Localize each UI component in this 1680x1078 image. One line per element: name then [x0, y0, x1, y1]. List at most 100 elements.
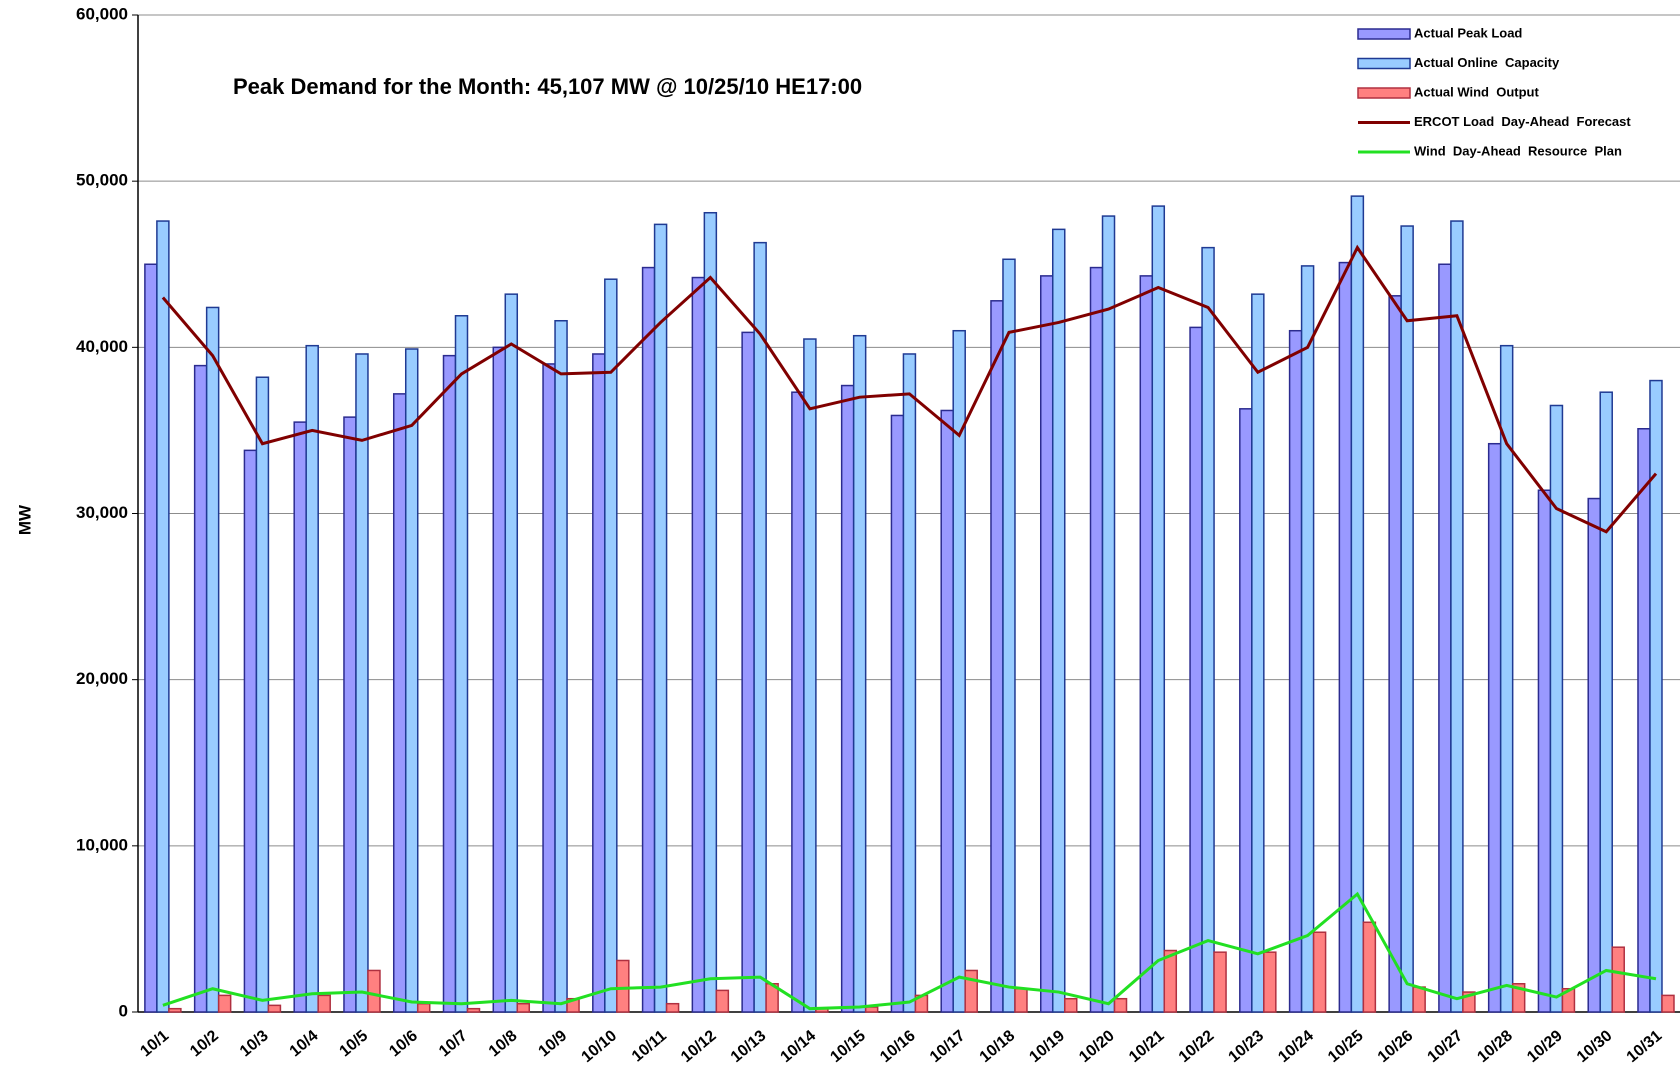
- x-tick-label: 10/30: [1574, 1027, 1616, 1066]
- bar: [1239, 408, 1253, 1013]
- bar: [1587, 497, 1601, 1013]
- bar: [1213, 951, 1227, 1013]
- bar: [542, 363, 556, 1013]
- x-tick-label: 10/25: [1325, 1027, 1367, 1066]
- bar: [665, 1002, 680, 1013]
- bar: [416, 1002, 431, 1013]
- bar: [293, 421, 307, 1013]
- bar: [753, 241, 767, 1013]
- x-tick-label: 10/18: [977, 1027, 1019, 1066]
- bar: [1113, 997, 1128, 1013]
- bar: [1611, 946, 1625, 1013]
- x-tick-label: 10/5: [336, 1027, 371, 1060]
- bar: [1189, 326, 1203, 1013]
- bar: [840, 384, 855, 1013]
- bar: [317, 994, 331, 1013]
- bar: [1288, 329, 1303, 1013]
- bar: [516, 1002, 531, 1013]
- y-axis-label: MW: [15, 504, 34, 535]
- bar: [1089, 266, 1104, 1013]
- line-series: [161, 244, 1658, 534]
- bar: [1251, 293, 1265, 1013]
- x-tick-label: 10/15: [827, 1027, 869, 1066]
- y-tick-label: 20,000: [76, 669, 128, 688]
- x-tick-label: 10/23: [1226, 1027, 1268, 1066]
- y-tick-label: 50,000: [76, 171, 128, 190]
- bar: [890, 414, 905, 1013]
- legend-label: ERCOT Load Day-Ahead Forecast: [1414, 114, 1631, 129]
- x-tick-label: 10/4: [287, 1027, 322, 1060]
- bar: [864, 1006, 879, 1013]
- annotation: Peak Demand for the Month: 45,107 MW @ 1…: [233, 74, 862, 99]
- bar: [902, 353, 917, 1013]
- bar: [715, 989, 730, 1013]
- y-tick-label: 30,000: [76, 503, 128, 522]
- bar: [1362, 921, 1377, 1013]
- x-tick-label: 10/21: [1126, 1027, 1168, 1066]
- bar: [267, 1004, 282, 1013]
- legend-label: Wind Day-Ahead Resource Plan: [1414, 143, 1622, 158]
- bar: [554, 319, 568, 1013]
- y-tick-label: 0: [119, 1001, 128, 1020]
- bar: [1139, 275, 1154, 1013]
- bar: [1637, 428, 1651, 1013]
- bar: [1412, 986, 1426, 1013]
- bar: [852, 334, 867, 1013]
- x-tick-label: 10/8: [486, 1027, 521, 1060]
- x-tick-label: 10/19: [1026, 1027, 1068, 1066]
- x-tick-label: 10/11: [629, 1027, 670, 1065]
- line-series: [162, 891, 1657, 1011]
- y-tick-label: 40,000: [76, 337, 128, 356]
- bar: [1549, 404, 1564, 1013]
- x-tick-label: 10/12: [678, 1027, 720, 1066]
- x-tick-label: 10/6: [386, 1027, 421, 1060]
- bar: [1312, 931, 1327, 1013]
- y-tick-label: 10,000: [76, 835, 128, 854]
- bar: [1350, 195, 1365, 1013]
- legend-label: Actual Online Capacity: [1414, 55, 1560, 70]
- bar: [217, 994, 232, 1013]
- bar: [156, 220, 170, 1013]
- bar: [1438, 263, 1452, 1013]
- bar: [592, 353, 606, 1013]
- bar: [392, 393, 407, 1013]
- legend-label: Actual Wind Output: [1414, 84, 1539, 99]
- bar: [255, 376, 270, 1013]
- bar: [343, 416, 357, 1013]
- x-tick-label: 10/31: [1624, 1027, 1666, 1066]
- legend-swatch: [1357, 87, 1411, 99]
- bar: [1163, 949, 1178, 1013]
- bar: [1014, 987, 1028, 1013]
- bar: [1400, 225, 1414, 1013]
- bar: [305, 344, 319, 1013]
- bar: [1101, 215, 1116, 1013]
- bar: [1151, 205, 1166, 1013]
- bar: [1537, 489, 1552, 1013]
- bar: [1051, 228, 1066, 1013]
- bar: [466, 1007, 481, 1013]
- bar: [641, 266, 656, 1013]
- bar: [1063, 997, 1078, 1013]
- x-tick-label: 10/13: [728, 1027, 770, 1066]
- bar: [144, 263, 158, 1013]
- x-tick-label: 10/24: [1275, 1027, 1317, 1066]
- legend-swatch: [1357, 28, 1411, 40]
- bar: [193, 364, 208, 1013]
- bar: [454, 315, 469, 1013]
- x-tick-label: 10/28: [1474, 1027, 1516, 1066]
- bar: [741, 331, 755, 1013]
- bar: [616, 959, 630, 1013]
- bar: [243, 449, 258, 1013]
- bar: [653, 223, 668, 1013]
- bar: [952, 329, 966, 1013]
- bar: [205, 306, 220, 1013]
- bar: [355, 353, 369, 1013]
- bar: [691, 276, 706, 1013]
- bar: [703, 211, 718, 1013]
- legend-swatch: [1357, 57, 1411, 70]
- bar: [492, 346, 507, 1013]
- x-tick-label: 10/17: [927, 1027, 969, 1066]
- bar: [964, 969, 978, 1013]
- x-tick-label: 10/27: [1425, 1027, 1467, 1066]
- bar: [1002, 258, 1016, 1013]
